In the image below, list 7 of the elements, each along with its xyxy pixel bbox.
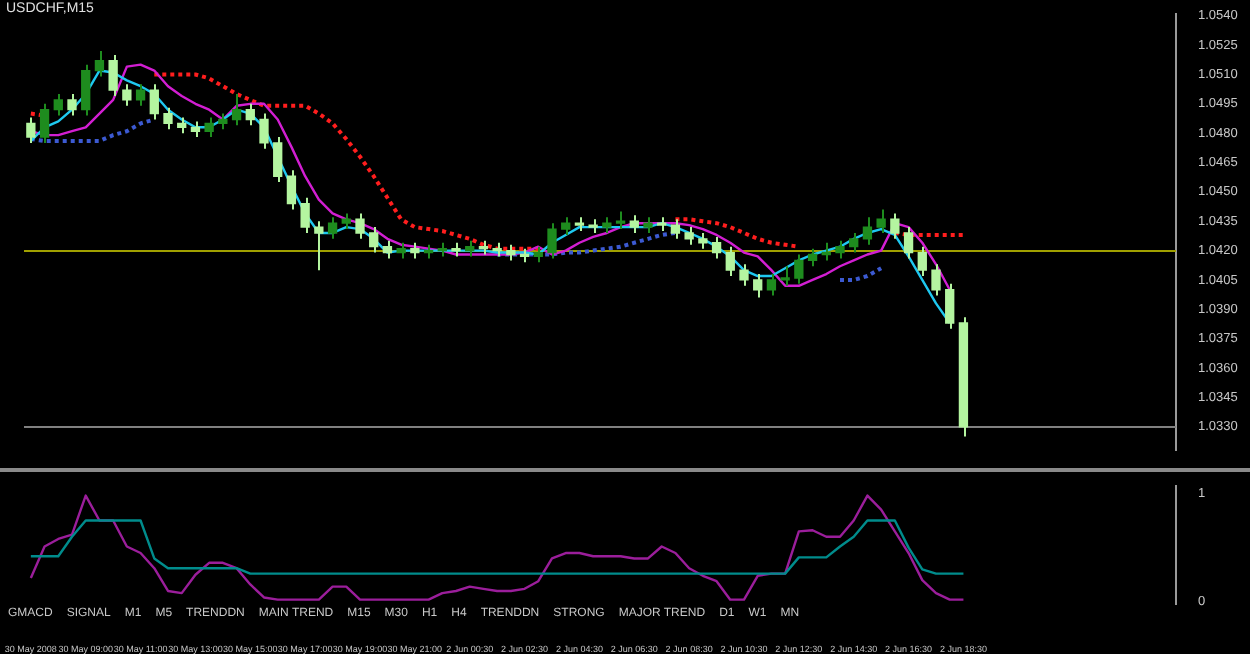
- candlestick: [574, 216, 585, 233]
- candlestick: [780, 265, 790, 287]
- candlestick: [314, 220, 324, 272]
- candlestick: [588, 218, 598, 234]
- candlestick: [684, 226, 694, 246]
- candlestick: [657, 216, 667, 233]
- candlestick: [122, 83, 132, 107]
